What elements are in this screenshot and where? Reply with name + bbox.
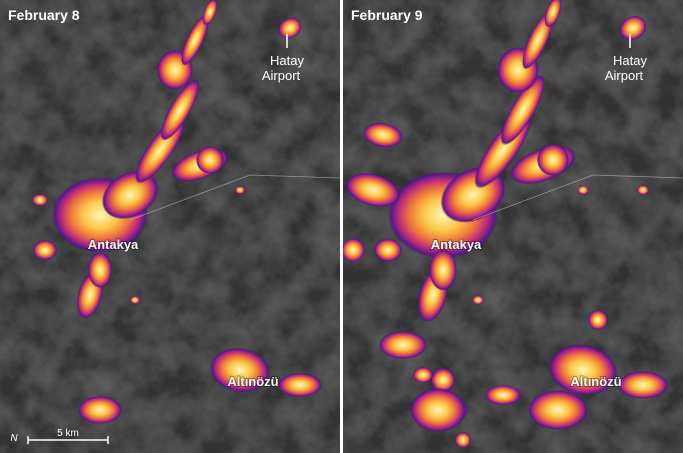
lights [343,0,669,448]
date-label: February 9 [351,7,423,23]
city-light [374,238,402,262]
date-label: February 8 [8,7,80,23]
airport-label: Airport [262,68,301,83]
city-light [413,367,433,383]
city-light [431,368,455,392]
road [129,174,341,221]
city-light [500,74,546,146]
city-light [32,194,48,206]
panel-left [0,0,340,453]
city-light [278,17,302,39]
city-light [345,172,401,208]
city-light [33,240,57,260]
city-light [528,390,588,430]
scale-label: 5 km [57,428,79,439]
city-light [278,373,322,397]
city-light [548,344,618,396]
city-light [343,238,365,262]
city-light [485,385,521,405]
city-light [472,295,484,305]
city-light [619,15,647,41]
city-light [130,296,140,304]
city-light [410,388,466,432]
road [472,174,683,221]
city-light [202,0,218,26]
city-light [210,347,270,393]
city-light [429,249,457,291]
town-label: Altınözü [570,374,621,389]
north-arrow: N [10,433,18,444]
city-light [544,0,562,28]
town-label: Altınözü [227,374,278,389]
city-light [160,79,200,141]
city-light [181,14,209,66]
labels: February 8HatayAirportAntakyaAltınözüFeb… [8,7,647,444]
city-light [617,371,669,399]
city-label: Antakya [88,237,139,252]
city-light [101,170,159,220]
airport-label: Hatay [613,53,647,68]
airport-label: Airport [605,68,644,83]
city-label: Antakya [431,237,482,252]
city-light [88,252,112,288]
city-light [588,310,608,330]
lights [32,0,322,424]
city-light [637,185,649,195]
city-light [78,396,122,424]
city-light [536,143,570,177]
city-light [577,185,589,195]
city-light [235,186,245,194]
city-light [196,146,224,174]
city-light [455,432,471,448]
airport-label: Hatay [270,53,304,68]
city-light [379,331,427,359]
city-light [363,122,403,148]
panel-right [343,0,683,453]
